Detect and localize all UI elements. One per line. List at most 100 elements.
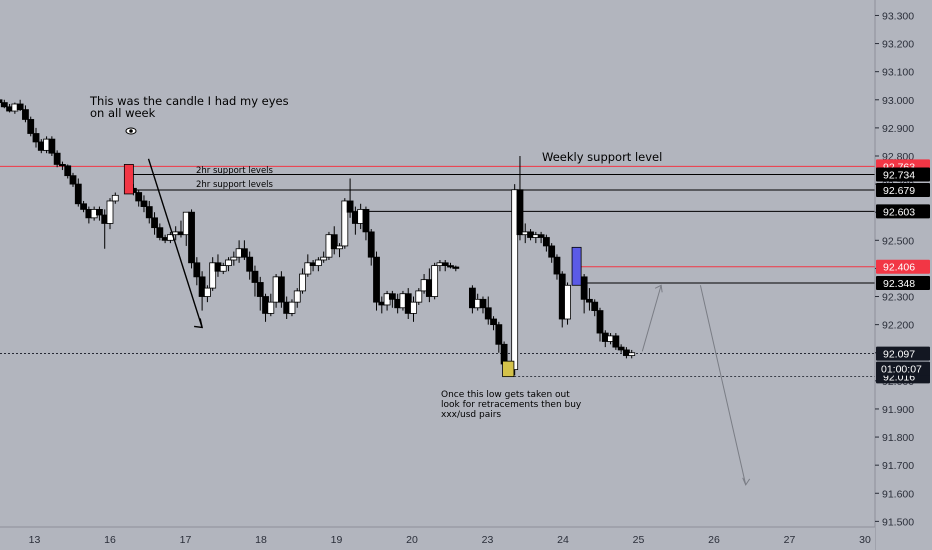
- candle-body: [193, 262, 201, 278]
- candle-body: [32, 133, 40, 143]
- candle[interactable]: [74, 178, 82, 207]
- candle[interactable]: [0, 99, 8, 109]
- candle[interactable]: [346, 178, 354, 218]
- candle[interactable]: [628, 349, 636, 359]
- candle[interactable]: [156, 223, 164, 241]
- candle[interactable]: [32, 127, 40, 148]
- candle[interactable]: [591, 299, 599, 317]
- candle[interactable]: [548, 243, 556, 263]
- candle[interactable]: [490, 316, 497, 331]
- candle[interactable]: [431, 262, 439, 300]
- candle-body: [251, 270, 259, 283]
- candle[interactable]: [80, 200, 87, 213]
- price-tag: 92.406: [876, 259, 930, 274]
- candle[interactable]: [267, 293, 275, 317]
- candle[interactable]: [479, 296, 487, 314]
- candle[interactable]: [188, 209, 195, 269]
- candle[interactable]: [198, 271, 206, 311]
- candle[interactable]: [64, 164, 72, 179]
- candle-body: [484, 307, 492, 320]
- candle[interactable]: [537, 231, 545, 244]
- candle[interactable]: [96, 206, 103, 221]
- candle[interactable]: [367, 229, 375, 266]
- support-2hr-label-a: 2hr support levels: [196, 166, 274, 176]
- candle[interactable]: [320, 251, 328, 263]
- time-tick-label: 23: [482, 534, 494, 546]
- candle-body: [431, 265, 439, 297]
- candle[interactable]: [288, 299, 296, 317]
- candle[interactable]: [48, 136, 56, 156]
- candle-body: [447, 265, 454, 268]
- candle-body: [548, 245, 556, 258]
- candle[interactable]: [59, 161, 66, 171]
- candle-body: [373, 256, 380, 303]
- candle[interactable]: [135, 189, 143, 207]
- countdown-box: [876, 361, 930, 376]
- candle[interactable]: [586, 288, 593, 311]
- candle[interactable]: [612, 333, 620, 350]
- candle-body: [198, 276, 206, 297]
- candle[interactable]: [219, 262, 227, 275]
- candle-body: [0, 99, 3, 103]
- candle[interactable]: [111, 192, 119, 204]
- candle[interactable]: [330, 226, 338, 255]
- candle[interactable]: [230, 251, 238, 266]
- candle[interactable]: [580, 274, 588, 314]
- candle[interactable]: [145, 200, 153, 224]
- time-tick-label: 20: [406, 534, 418, 546]
- candle-body: [277, 276, 285, 303]
- candle[interactable]: [617, 344, 625, 353]
- candle[interactable]: [193, 257, 201, 286]
- candle[interactable]: [415, 288, 423, 305]
- candle[interactable]: [251, 265, 259, 297]
- candle[interactable]: [511, 184, 519, 376]
- candle[interactable]: [140, 195, 148, 213]
- candle[interactable]: [225, 257, 232, 272]
- candle[interactable]: [341, 198, 349, 249]
- candle[interactable]: [209, 257, 217, 291]
- candle[interactable]: [246, 251, 254, 280]
- price-axis[interactable]: [875, 0, 932, 550]
- candle[interactable]: [203, 285, 211, 303]
- candle[interactable]: [542, 234, 550, 252]
- candle[interactable]: [69, 172, 77, 187]
- candle[interactable]: [299, 268, 306, 294]
- candle[interactable]: [240, 240, 248, 260]
- price-tick-label: 91.800: [882, 432, 914, 444]
- candle[interactable]: [447, 262, 454, 269]
- candle[interactable]: [468, 285, 476, 314]
- candle[interactable]: [22, 105, 29, 123]
- candle[interactable]: [304, 254, 312, 277]
- candle[interactable]: [53, 150, 61, 168]
- candle[interactable]: [151, 212, 158, 235]
- candle[interactable]: [441, 259, 449, 272]
- candle[interactable]: [293, 288, 301, 308]
- candle[interactable]: [564, 282, 571, 325]
- candle[interactable]: [516, 155, 524, 241]
- candle[interactable]: [106, 198, 114, 230]
- candle[interactable]: [277, 271, 285, 308]
- candle[interactable]: [0, 94, 3, 104]
- candle[interactable]: [16, 99, 24, 112]
- candle[interactable]: [27, 116, 35, 137]
- candle[interactable]: [495, 321, 503, 353]
- time-axis[interactable]: [0, 527, 875, 550]
- candle-body: [145, 206, 153, 219]
- time-tick-label: 27: [784, 534, 796, 546]
- candle-body: [330, 234, 338, 250]
- candle[interactable]: [484, 296, 492, 325]
- candle[interactable]: [314, 257, 322, 272]
- price-tag-box: [876, 276, 930, 291]
- candle[interactable]: [336, 243, 343, 258]
- candle[interactable]: [256, 276, 264, 311]
- candle[interactable]: [362, 206, 370, 241]
- candle[interactable]: [388, 290, 396, 308]
- candle-body: [53, 152, 61, 165]
- candle[interactable]: [373, 251, 380, 311]
- candle[interactable]: [553, 254, 561, 280]
- candle[interactable]: [410, 296, 417, 322]
- candle-body: [267, 301, 275, 314]
- candle[interactable]: [452, 265, 460, 272]
- candle[interactable]: [596, 307, 604, 342]
